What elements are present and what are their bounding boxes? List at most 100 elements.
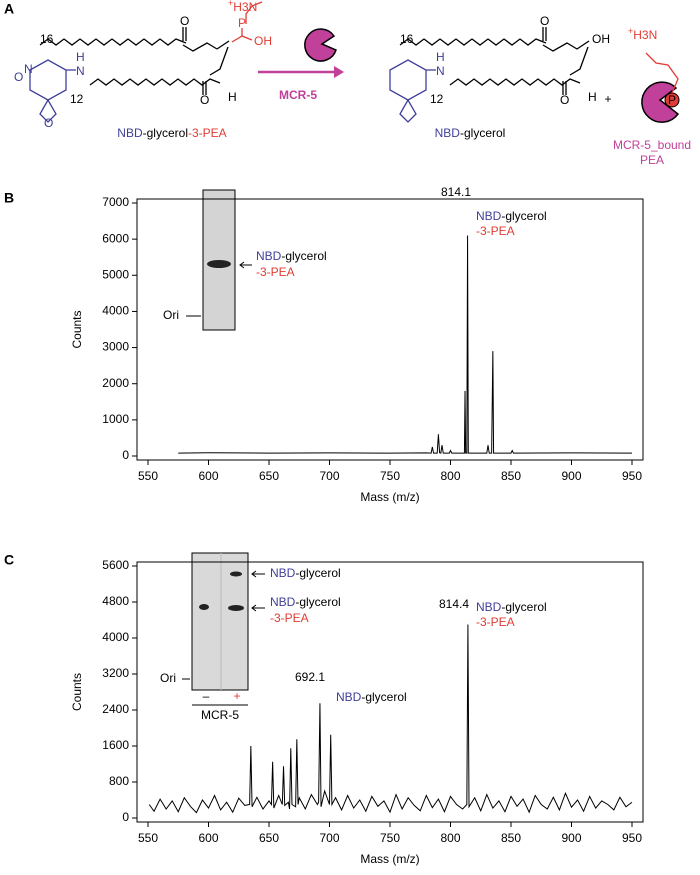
plus-sign: + [604, 92, 611, 106]
x-tick-label: 950 [622, 469, 642, 483]
enzyme-icon [304, 28, 337, 62]
x-axis-label: Mass (m/z) [360, 852, 419, 866]
atom-label: N [76, 64, 85, 78]
gel-band [230, 571, 242, 577]
band-label: -3-PEA [270, 611, 309, 625]
atom-label: H [228, 90, 237, 104]
treatment-label: MCR-5 [201, 708, 239, 722]
substrate-name: NBD-glycerol-3-PEA [117, 126, 226, 140]
atom-label: O [14, 70, 23, 84]
band-arrow [239, 261, 252, 269]
panel-label: B [4, 190, 14, 206]
atom-label: 16 [40, 32, 54, 46]
atom-label: P [238, 16, 246, 30]
x-tick-label: 650 [259, 469, 279, 483]
y-tick-label: 0 [122, 448, 129, 462]
atom-label: H [76, 50, 85, 64]
atom-label: N [436, 64, 445, 78]
y-tick-label: 1600 [102, 738, 129, 752]
lane-label: + [233, 689, 240, 703]
scheme: A 16 12 N H O N O O O H P OH +H3N NBD-gl… [4, 0, 691, 167]
peak-name: -3-PEA [476, 615, 515, 629]
atom-label: H [588, 90, 597, 104]
bound-label: MCR-5_bound [613, 138, 691, 152]
x-tick-label: 900 [561, 469, 581, 483]
y-tick-label: 5600 [102, 558, 129, 572]
peak-name: NBD-glycerol [476, 209, 547, 223]
arrow-head [334, 66, 344, 78]
x-tick-label: 600 [198, 469, 218, 483]
enzyme-icon [641, 81, 680, 123]
band-label: NBD-glycerol [256, 249, 327, 263]
spectrum [178, 235, 633, 454]
enzyme-label: MCR-5 [279, 88, 317, 102]
peak-label: 814.4 [439, 597, 469, 611]
x-tick-label: 650 [259, 831, 279, 845]
peak-label: 692.1 [295, 670, 325, 684]
x-tick-label: 600 [198, 831, 218, 845]
band-arrow [251, 570, 265, 612]
y-tick-label: 2000 [102, 376, 129, 390]
pea-chain [645, 52, 679, 94]
band-label: NBD-glycerol [270, 566, 341, 580]
x-tick-label: 750 [380, 469, 400, 483]
atom-label: O [540, 14, 549, 28]
atom-label: 16 [400, 32, 414, 46]
panel-label: A [4, 1, 14, 17]
bound-label: PEA [640, 153, 664, 167]
gel-band [207, 260, 231, 268]
band-label: NBD-glycerol [270, 595, 341, 609]
x-tick-label: 700 [319, 831, 339, 845]
y-tick-label: 4000 [102, 630, 129, 644]
atom-label: O [200, 93, 209, 107]
y-axis-label: Counts [70, 673, 84, 711]
atom-label: H [436, 50, 445, 64]
y-tick-label: 1000 [102, 412, 129, 426]
lane-label: – [203, 689, 210, 703]
chain [399, 27, 590, 52]
nbd-ring [389, 59, 436, 123]
atom-label: O [560, 93, 569, 107]
x-tick-label: 800 [440, 469, 460, 483]
gel-band [228, 605, 244, 611]
atom-label: P [668, 93, 676, 107]
atom-label: O [180, 14, 189, 28]
y-tick-label: 2400 [102, 702, 129, 716]
ester [182, 27, 230, 52]
gel-band [199, 604, 209, 610]
atom-label: OH [254, 34, 272, 48]
peak-name: NBD-glycerol [476, 600, 547, 614]
band-label: -3-PEA [256, 265, 295, 279]
y-tick-label: 5000 [102, 267, 129, 281]
origin-label: Ori [163, 308, 179, 322]
atom-label: 12 [430, 92, 444, 106]
atom-label: O [44, 116, 53, 130]
x-tick-label: 850 [501, 469, 521, 483]
y-tick-label: 3200 [102, 666, 129, 680]
atom-label: OH [592, 32, 610, 46]
atom-label: 12 [70, 92, 84, 106]
y-tick-label: 7000 [102, 195, 129, 209]
x-tick-label: 550 [138, 469, 158, 483]
origin-label: Ori [160, 671, 176, 685]
peak-name: -3-PEA [476, 224, 515, 238]
y-tick-label: 6000 [102, 231, 129, 245]
x-tick-label: 850 [501, 831, 521, 845]
nbd-ring [29, 59, 76, 123]
x-tick-label: 750 [380, 831, 400, 845]
y-tick-label: 0 [122, 810, 129, 824]
y-tick-label: 4800 [102, 594, 129, 608]
chain [89, 46, 229, 95]
x-tick-label: 800 [440, 831, 460, 845]
chain [449, 46, 589, 95]
chain [39, 38, 187, 46]
y-tick-label: 4000 [102, 304, 129, 318]
x-tick-label: 700 [319, 469, 339, 483]
peak-label: 814.1 [441, 185, 471, 199]
phosphate [231, 1, 263, 43]
y-tick-label: 800 [109, 774, 129, 788]
atom-label: N [24, 62, 33, 76]
x-tick-label: 900 [561, 831, 581, 845]
y-tick-label: 3000 [102, 340, 129, 354]
